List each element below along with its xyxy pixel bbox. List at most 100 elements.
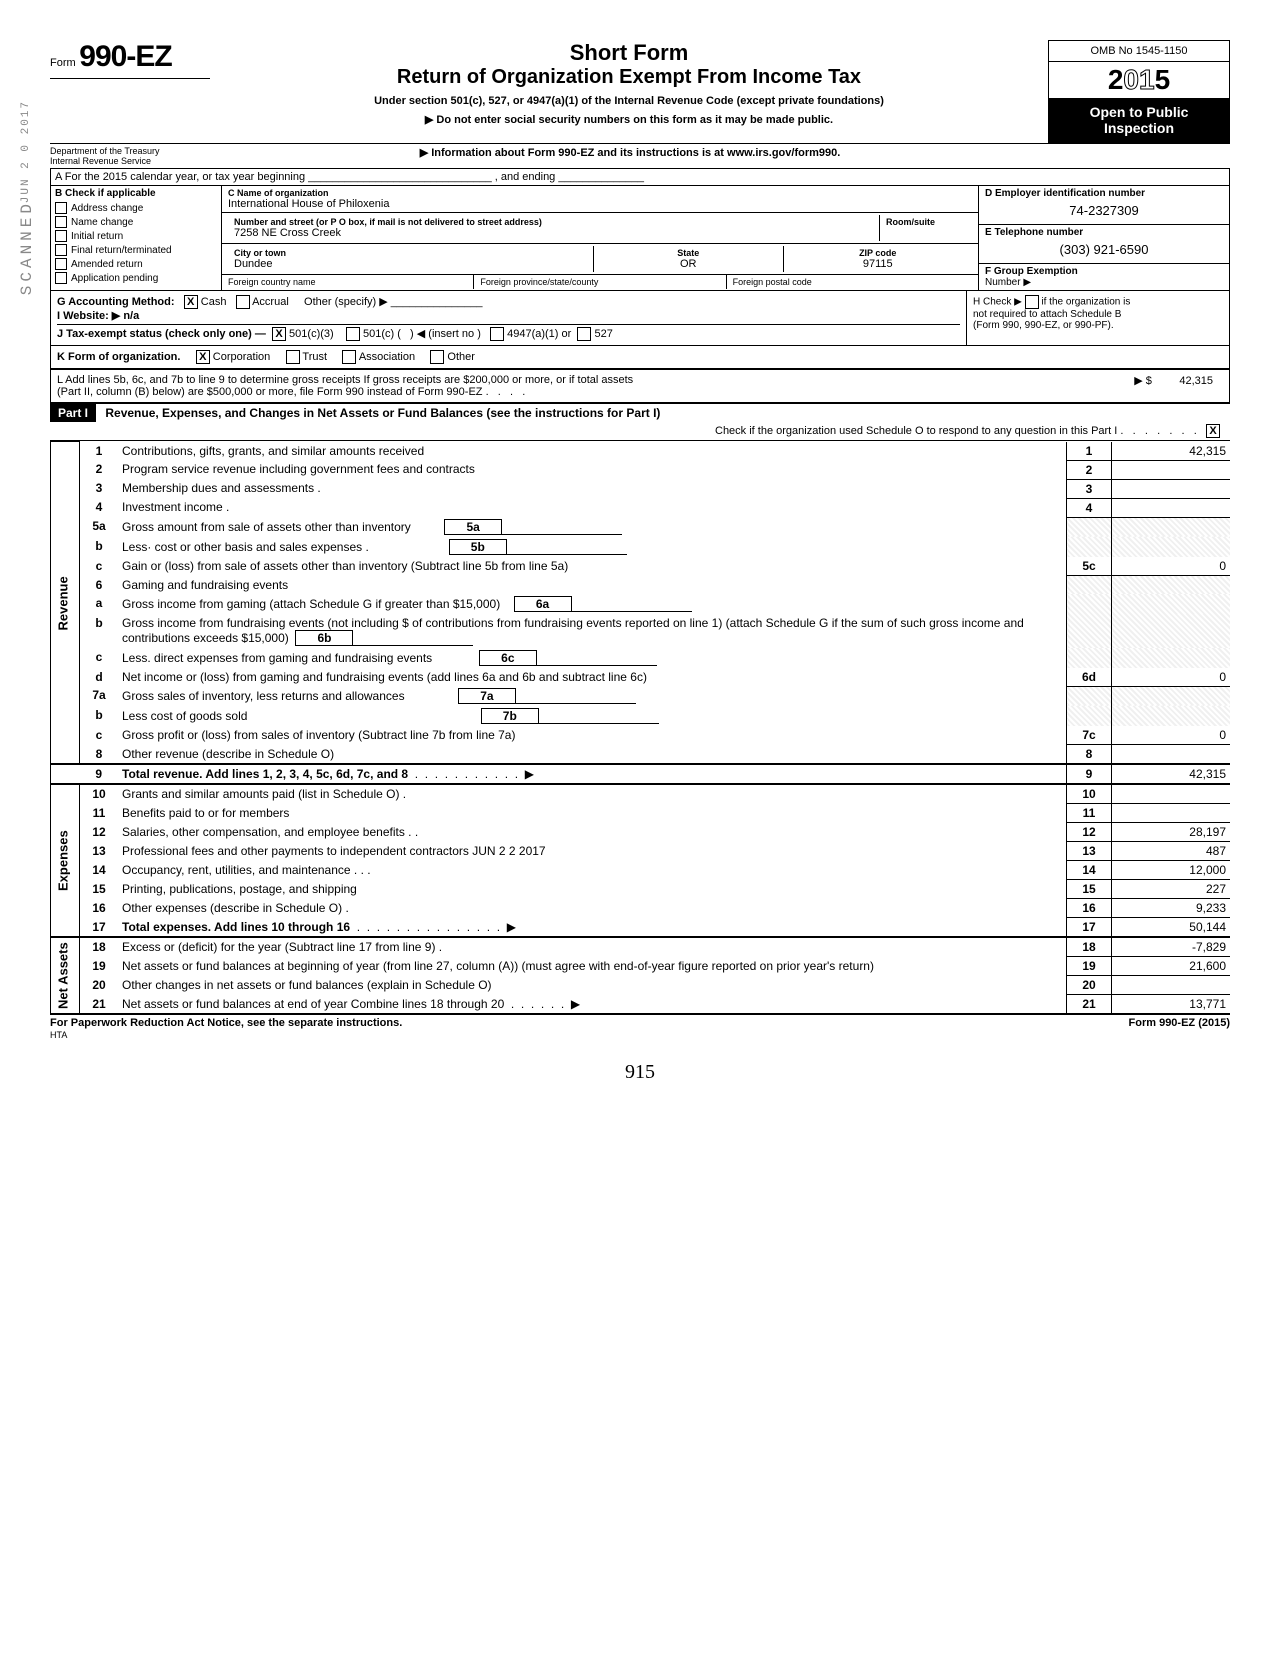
line-5a-desc: Gross amount from sale of assets other t… (122, 520, 411, 534)
street-address: 7258 NE Cross Creek (234, 227, 873, 239)
line-2: 2Program service revenue including gover… (51, 460, 1231, 479)
hta-mark: HTA (50, 1030, 67, 1040)
revenue-label: Revenue (51, 442, 80, 765)
line-15-val: 227 (1112, 880, 1231, 899)
short-form-title: Short Form (210, 40, 1048, 66)
line-7c: cGross profit or (loss) from sales of in… (51, 726, 1231, 745)
box-5a: 5a (444, 519, 502, 535)
line-7c-num: 7c (1067, 726, 1112, 745)
chk-final-return[interactable]: Final return/terminated (51, 243, 221, 257)
line-2-num: 2 (1067, 460, 1112, 479)
line-5b: bLess· cost or other basis and sales exp… (51, 537, 1231, 557)
tel-cell: E Telephone number (303) 921-6590 (979, 225, 1229, 264)
line-9-val: 42,315 (1112, 764, 1231, 784)
shade-6a (1067, 594, 1112, 614)
chk-address-change[interactable]: Address change (51, 201, 221, 215)
date-stamp: JUN 2 0 2017 (20, 100, 32, 203)
chk-assoc[interactable] (342, 350, 356, 364)
chk-501c3[interactable]: X (272, 327, 286, 341)
chk-cash[interactable]: X (184, 295, 198, 309)
line-7a-desc: Gross sales of inventory, less returns a… (122, 689, 405, 703)
ein-label: D Employer identification number (985, 188, 1223, 199)
line-12-val: 28,197 (1112, 823, 1231, 842)
box-7b: 7b (481, 708, 539, 724)
box-6a: 6a (514, 596, 572, 612)
line-16-num: 16 (1067, 899, 1112, 918)
line-14-val: 12,000 (1112, 861, 1231, 880)
handwritten-number: 915 (50, 1061, 1230, 1084)
row-g-h-i-j: G Accounting Method: X Cash Accrual Othe… (51, 291, 1229, 346)
part1-check-text: Check if the organization used Schedule … (715, 425, 1117, 437)
line-19: 19Net assets or fund balances at beginni… (51, 957, 1231, 976)
shade-5a (1067, 517, 1112, 537)
open-to-public: Open to Public Inspection (1049, 98, 1229, 142)
line-14-num: 14 (1067, 861, 1112, 880)
part1-lines-table: Revenue 1Contributions, gifts, grants, a… (50, 441, 1230, 1015)
line-6c: cLess. direct expenses from gaming and f… (51, 648, 1231, 668)
form-header: Form 990-EZ Short Form Return of Organiz… (50, 40, 1230, 143)
chk-other-org[interactable] (430, 350, 444, 364)
lbl-final: Final return/terminated (71, 245, 172, 256)
chk-527[interactable] (577, 327, 591, 341)
header-grid: A For the 2015 calendar year, or tax yea… (50, 168, 1230, 403)
line-1-desc: Contributions, gifts, grants, and simila… (118, 442, 1067, 461)
chk-4947[interactable] (490, 327, 504, 341)
line-9-desc: Total revenue. Add lines 1, 2, 3, 4, 5c,… (122, 767, 408, 781)
grp-number: Number ▶ (985, 277, 1223, 288)
ein-value: 74-2327309 (985, 199, 1223, 222)
line-10-desc: Grants and similar amounts paid (list in… (118, 784, 1067, 804)
line-5c: cGain or (loss) from sale of assets othe… (51, 557, 1231, 576)
line-7c-desc: Gross profit or (loss) from sales of inv… (118, 726, 1067, 745)
line-15-num: 15 (1067, 880, 1112, 899)
line-11-desc: Benefits paid to or for members (118, 804, 1067, 823)
lbl-assoc: Association (359, 351, 415, 363)
subtitle-2: ▶ Do not enter social security numbers o… (210, 113, 1048, 126)
foreign-row: Foreign country name Foreign province/st… (222, 275, 978, 289)
box-6b: 6b (295, 630, 353, 646)
chk-corp[interactable]: X (196, 350, 210, 364)
line-1-val: 42,315 (1112, 442, 1231, 461)
box-6c: 6c (479, 650, 537, 666)
line-17-desc: Total expenses. Add lines 10 through 16 (122, 920, 350, 934)
line-18-val: -7,829 (1112, 937, 1231, 957)
chk-amended[interactable]: Amended return (51, 257, 221, 271)
city-label: City or town (234, 248, 587, 258)
addr-row: Number and street (or P O box, if mail i… (222, 213, 978, 244)
chk-accrual[interactable] (236, 295, 250, 309)
chk-app-pending[interactable]: Application pending (51, 271, 221, 285)
line-6b: bGross income from fundraising events (n… (51, 614, 1231, 648)
l-line1: L Add lines 5b, 6c, and 7b to line 9 to … (57, 374, 1063, 386)
l-amt-value: 42,315 (1179, 375, 1213, 387)
line-17-num: 17 (1067, 918, 1112, 938)
line-14: 14Occupancy, rent, utilities, and mainte… (51, 861, 1231, 880)
line-16-val: 9,233 (1112, 899, 1231, 918)
omb-number: OMB No 1545-1150 (1049, 41, 1229, 62)
chk-initial-return[interactable]: Initial return (51, 229, 221, 243)
chk-trust[interactable] (286, 350, 300, 364)
l-line2: (Part II, column (B) below) are $500,000… (57, 386, 483, 398)
form-ref: Form 990-EZ (2015) (1129, 1017, 1230, 1041)
line-18-num: 18 (1067, 937, 1112, 957)
zip: 97115 (790, 258, 967, 270)
chk-schedule-o[interactable]: X (1206, 424, 1220, 438)
chk-schedule-b[interactable] (1025, 295, 1039, 309)
lbl-cash: Cash (201, 296, 227, 308)
tel-label: E Telephone number (985, 227, 1223, 238)
chk-name-change[interactable]: Name change (51, 215, 221, 229)
h-check: H Check ▶ (973, 297, 1022, 308)
line-6d-num: 6d (1067, 668, 1112, 687)
scanned-stamp: SCANNED (18, 200, 36, 295)
box-7a: 7a (458, 688, 516, 704)
line-6-desc: Gaming and fundraising events (118, 576, 1067, 594)
chk-501c[interactable] (346, 327, 360, 341)
netassets-label: Net Assets (51, 937, 80, 1014)
paperwork-notice: For Paperwork Reduction Act Notice, see … (50, 1017, 402, 1029)
line-4-desc: Investment income . (118, 498, 1067, 517)
line-12: 12Salaries, other compensation, and empl… (51, 823, 1231, 842)
form-number-box: Form 990-EZ (50, 40, 210, 79)
row-k: K Form of organization. X Corporation Tr… (51, 346, 1229, 369)
shade-7b (1067, 706, 1112, 726)
lbl-501c3: 501(c)(3) (289, 328, 334, 340)
h-text2: not required to attach Schedule B (973, 309, 1121, 320)
line-3-desc: Membership dues and assessments . (118, 479, 1067, 498)
